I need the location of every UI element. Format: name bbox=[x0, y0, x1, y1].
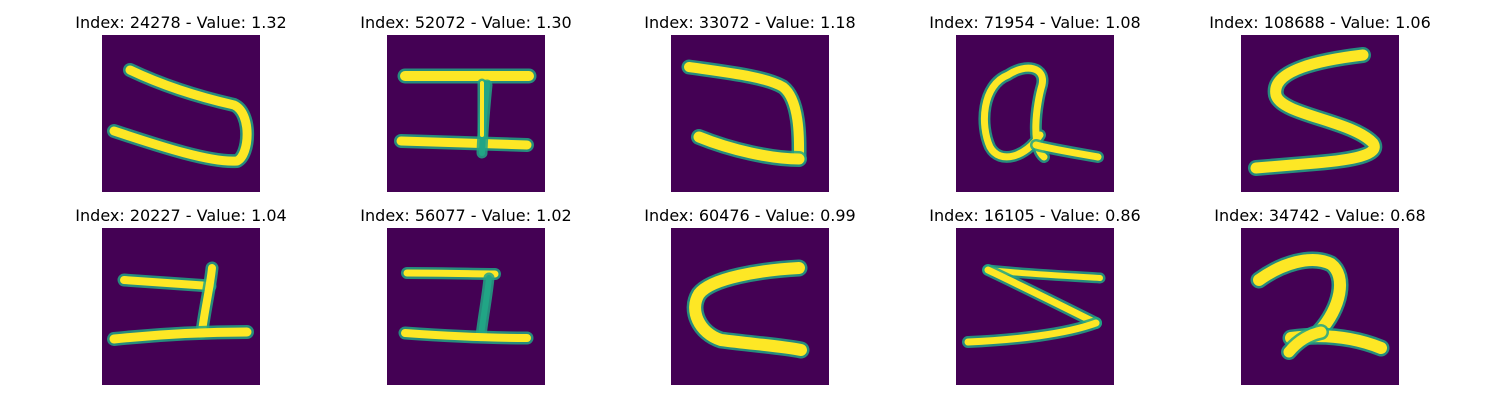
digit-stroke-canvas bbox=[107, 63, 255, 169]
panel-title: Index: 60476 - Value: 0.99 bbox=[644, 206, 856, 225]
image-panel: Index: 16105 - Value: 0.86 bbox=[920, 206, 1150, 386]
digit-image bbox=[102, 228, 260, 385]
stroke-core bbox=[109, 65, 252, 166]
digit-image bbox=[387, 228, 545, 385]
digit-stroke-canvas bbox=[681, 59, 807, 167]
digit-image bbox=[387, 35, 545, 192]
digit-image bbox=[1241, 228, 1399, 385]
digit-image bbox=[671, 228, 829, 385]
image-panel: Index: 71954 - Value: 1.08 bbox=[920, 13, 1150, 193]
panel-title: Index: 108688 - Value: 1.06 bbox=[1209, 13, 1431, 32]
stroke-core bbox=[198, 264, 216, 336]
digit-stroke-canvas bbox=[978, 62, 1104, 163]
panel-title: Index: 52072 - Value: 1.30 bbox=[360, 13, 572, 32]
stroke-core bbox=[684, 62, 805, 162]
stroke-core bbox=[984, 266, 1100, 327]
digit-stroke-canvas bbox=[394, 68, 537, 159]
stroke-core bbox=[1032, 141, 1102, 161]
image-panel: Index: 20227 - Value: 1.04 bbox=[66, 206, 296, 386]
panel-title: Index: 33072 - Value: 1.18 bbox=[644, 13, 856, 32]
panel-title: Index: 16105 - Value: 0.86 bbox=[929, 206, 1141, 225]
panel-title: Index: 20227 - Value: 1.04 bbox=[75, 206, 287, 225]
image-panel: Index: 60476 - Value: 0.99 bbox=[635, 206, 865, 386]
stroke-core bbox=[981, 64, 1048, 161]
digit-stroke-canvas bbox=[1248, 47, 1383, 176]
stroke-core bbox=[401, 329, 531, 342]
panel-title: Index: 56077 - Value: 1.02 bbox=[360, 206, 572, 225]
panel-title: Index: 24278 - Value: 1.32 bbox=[75, 13, 287, 32]
panel-title: Index: 34742 - Value: 0.68 bbox=[1214, 206, 1426, 225]
digit-image bbox=[102, 35, 260, 192]
image-panel: Index: 34742 - Value: 0.68 bbox=[1205, 206, 1435, 386]
digit-stroke-canvas bbox=[398, 267, 534, 345]
image-panel: Index: 108688 - Value: 1.06 bbox=[1205, 13, 1435, 193]
digit-stroke-canvas bbox=[107, 261, 254, 346]
stroke-core bbox=[1283, 326, 1327, 358]
stroke-core bbox=[1250, 49, 1380, 174]
image-panel: Index: 52072 - Value: 1.30 bbox=[351, 13, 581, 193]
stroke-core bbox=[403, 269, 499, 278]
digit-stroke-canvas bbox=[686, 259, 810, 359]
stroke-core bbox=[693, 131, 805, 165]
digit-image bbox=[956, 35, 1114, 192]
digit-image bbox=[671, 35, 829, 192]
digit-image bbox=[956, 228, 1114, 385]
stroke-core bbox=[396, 136, 532, 150]
image-panel: Index: 33072 - Value: 1.18 bbox=[635, 13, 865, 193]
image-panel: Index: 56077 - Value: 1.02 bbox=[351, 206, 581, 386]
stroke-core bbox=[478, 275, 492, 339]
digit-stroke-canvas bbox=[962, 264, 1106, 348]
digit-stroke-canvas bbox=[1250, 251, 1390, 360]
stroke-core bbox=[120, 276, 214, 290]
digit-image bbox=[1241, 35, 1399, 192]
stroke-core bbox=[109, 327, 252, 344]
image-panel: Index: 24278 - Value: 1.32 bbox=[66, 13, 296, 193]
stroke-core bbox=[689, 262, 807, 356]
stroke-core bbox=[1253, 254, 1347, 338]
stroke-core bbox=[964, 319, 1100, 346]
panel-title: Index: 71954 - Value: 1.08 bbox=[929, 13, 1141, 32]
